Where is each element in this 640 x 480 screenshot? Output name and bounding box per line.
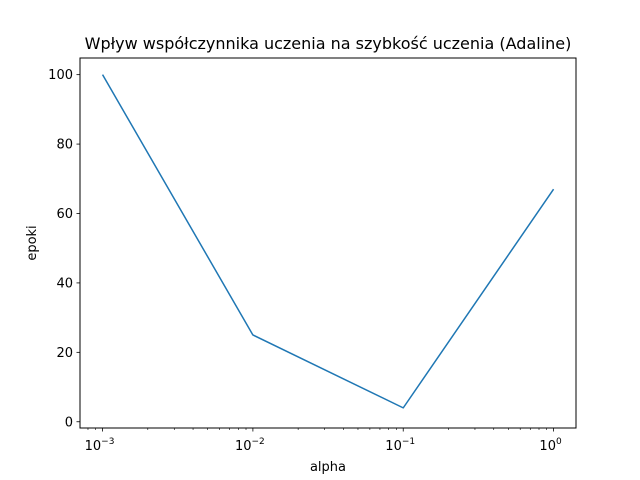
- y-tick-label: 20: [56, 346, 73, 361]
- x-tick-label: 10−1: [385, 437, 415, 454]
- y-tick-label: 100: [48, 68, 73, 83]
- y-tick-label: 60: [56, 207, 73, 222]
- plot-frame: [80, 58, 576, 428]
- x-tick-label: 100: [539, 437, 562, 454]
- plot-area: [103, 75, 554, 408]
- y-tick-label: 0: [65, 415, 73, 430]
- y-tick-label: 80: [56, 138, 73, 153]
- x-tick-label: 10−2: [235, 437, 265, 454]
- y-axis-label: epoki: [25, 225, 40, 260]
- y-axis: 0 20 40 60 80 100: [48, 68, 80, 430]
- x-tick-label: 10−3: [85, 437, 115, 454]
- x-axis: 10−3 10−2 10−1 100: [85, 428, 562, 454]
- series-line-0: [103, 75, 554, 408]
- y-tick-label: 40: [56, 276, 73, 291]
- x-axis-label: alpha: [310, 460, 346, 475]
- chart-title: Wpływ współczynnika uczenia na szybkość …: [85, 34, 572, 53]
